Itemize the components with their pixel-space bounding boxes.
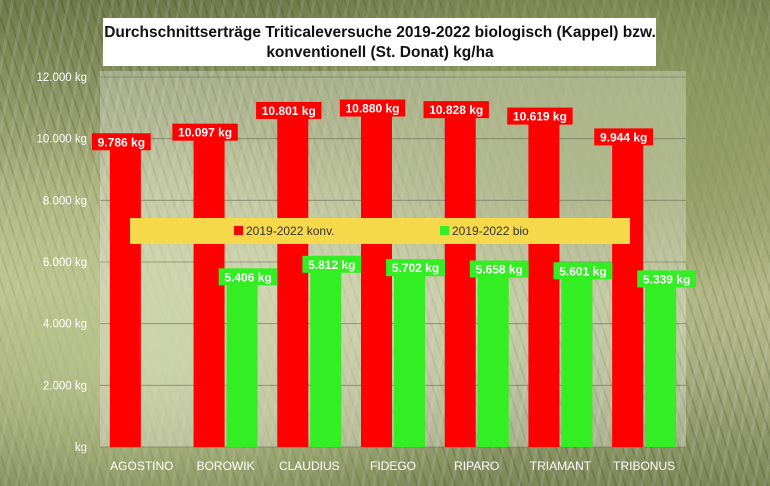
data-label: 5.339 kg — [643, 272, 690, 286]
bar-konv — [528, 119, 560, 447]
chart-title-line: Durchschnittserträge Triticaleversuche 2… — [104, 24, 656, 41]
y-tick-label: 2.000 kg — [43, 380, 87, 392]
data-label-box — [386, 259, 445, 277]
bar-bio — [310, 267, 342, 447]
y-tick-label: 4.000 kg — [43, 319, 87, 331]
data-label-box — [423, 101, 489, 119]
bar-konv — [109, 145, 141, 447]
chart-title-line: konventionell (St. Donat) kg/ha — [266, 44, 494, 61]
legend-swatch — [234, 226, 243, 235]
data-label-box — [339, 99, 406, 117]
category-label: TRIAMANT — [530, 459, 592, 473]
data-label-box — [507, 107, 573, 125]
data-label: 5.812 kg — [308, 258, 355, 272]
category-label: BOROWIK — [197, 459, 255, 473]
bar-bio — [226, 280, 258, 447]
legend-swatch — [440, 226, 449, 235]
y-tick-label: 12.000 kg — [36, 72, 87, 84]
category-label: TRIBONUS — [613, 459, 675, 473]
y-tick-label: kg — [75, 442, 87, 454]
legend-box — [130, 218, 630, 244]
category-label: CLAUDIUS — [279, 459, 340, 473]
bar-konv — [444, 113, 476, 448]
data-label-box — [172, 123, 238, 141]
data-label: 5.601 kg — [559, 264, 606, 278]
y-tick-label: 10.000 kg — [36, 134, 87, 146]
data-label-box — [553, 262, 613, 280]
data-label: 5.658 kg — [476, 263, 523, 277]
data-label: 5.702 kg — [392, 261, 439, 275]
data-label-box — [594, 128, 654, 146]
legend-label: 2019-2022 konv. — [246, 224, 335, 238]
data-label-box — [637, 270, 697, 288]
data-label: 10.880 kg — [345, 102, 399, 116]
bar-bio — [561, 274, 593, 447]
y-tick-label: 6.000 kg — [43, 257, 87, 269]
category-label: AGOSTINO — [110, 459, 173, 473]
bar-konv — [193, 135, 225, 447]
data-label: 10.801 kg — [262, 104, 316, 118]
bar-konv — [612, 140, 644, 448]
bar-konv — [277, 113, 309, 447]
data-label: 9.786 kg — [98, 135, 145, 149]
bar-bio — [645, 282, 677, 447]
bar-bio — [394, 271, 425, 447]
data-label-box — [469, 260, 529, 278]
category-label: RIPARO — [454, 459, 499, 473]
y-tick-label: 8.000 kg — [43, 195, 87, 207]
data-label-box — [218, 268, 278, 286]
data-label: 10.619 kg — [513, 110, 567, 124]
bar-konv — [361, 111, 392, 448]
chart-title-box — [103, 18, 656, 66]
data-label: 10.097 kg — [178, 126, 232, 140]
data-label: 10.828 kg — [429, 103, 483, 117]
category-label: FIDEGO — [370, 459, 416, 473]
legend-label: 2019-2022 bio — [452, 224, 529, 238]
data-label: 9.944 kg — [600, 130, 647, 144]
data-label-box — [302, 255, 362, 273]
data-label-box — [91, 133, 151, 151]
bar-bio — [477, 272, 509, 447]
data-label-box — [256, 101, 322, 119]
data-label: 5.406 kg — [224, 270, 271, 284]
